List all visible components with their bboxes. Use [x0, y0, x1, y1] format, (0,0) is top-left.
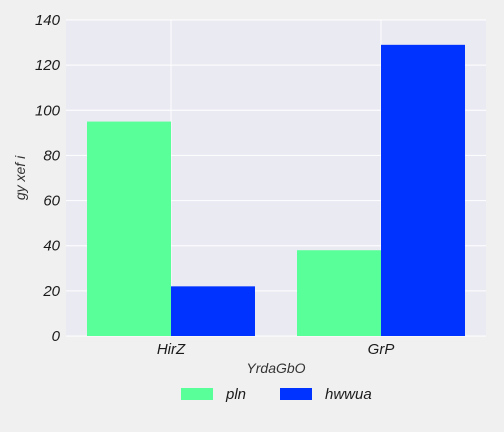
legend-label-pln: pln: [225, 386, 246, 403]
legend: pln hwwua: [181, 386, 372, 403]
y-axis-label: gy xef i: [12, 155, 28, 200]
y-tick-label: 140: [35, 12, 61, 29]
bar-hwwua-HirZ: [171, 286, 255, 336]
x-tick-labels: HirZ GrP: [157, 341, 395, 358]
x-tick-label: HirZ: [157, 341, 186, 358]
y-tick-label: 0: [52, 328, 61, 345]
y-tick-labels: 0 20 40 60 80 100 120 140: [35, 12, 61, 345]
bars: [87, 44, 465, 336]
y-tick-label: 40: [43, 238, 60, 255]
y-tick-label: 100: [35, 102, 61, 119]
y-tick-label: 20: [42, 283, 60, 300]
bar-pln-HirZ: [87, 121, 171, 336]
y-tick-label: 80: [43, 147, 60, 164]
y-tick-label: 60: [43, 193, 60, 210]
bar-pln-GrP: [297, 250, 381, 336]
legend-label-hwwua: hwwua: [325, 386, 372, 403]
bar-hwwua-GrP: [381, 44, 465, 336]
x-axis-label: YrdaGbO: [246, 360, 305, 376]
legend-swatch-hwwua: [280, 388, 312, 400]
y-tick-label: 120: [35, 57, 61, 74]
x-tick-label: GrP: [368, 341, 395, 358]
legend-swatch-pln: [181, 388, 213, 400]
